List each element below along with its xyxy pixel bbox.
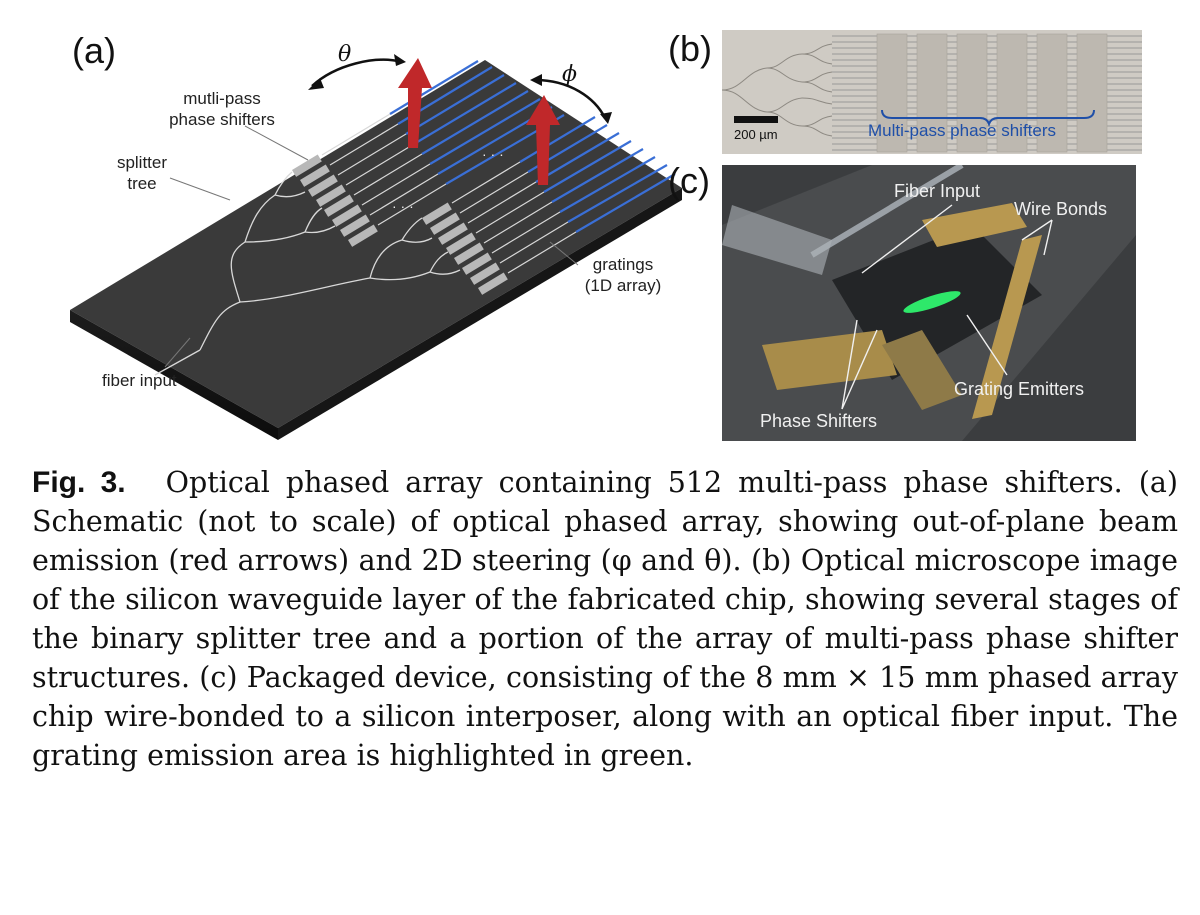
figure-panel-b: 200 µm Multi-pass phase shifters [721, 30, 1142, 154]
phase-shifters-bracket [881, 109, 1095, 128]
panel-letter-a: (a) [72, 30, 116, 71]
emission-arrow-lower [526, 95, 560, 185]
label-splitter-line2: tree [127, 174, 157, 193]
label-phase-shifters-line2: phase shifters [169, 110, 275, 129]
label-grating-emitters: Grating Emitters [954, 379, 1085, 399]
figure-panel-a: (a) θ ϕ mutli-pass phase shifters splitt… [30, 20, 710, 450]
caption-text: Optical phased array containing 512 mult… [32, 466, 1178, 772]
phi-arrowhead-right [600, 112, 612, 124]
label-fiber-input: fiber input [102, 371, 177, 390]
fiber-input-waveguide [154, 349, 201, 376]
label-phase-shifters-line1: mutli-pass [183, 89, 261, 108]
scale-bar [734, 116, 778, 123]
phi-arrowhead-left [530, 74, 542, 86]
wire-bond-pad-left [762, 330, 897, 390]
label-gratings-line1: gratings [592, 255, 654, 274]
photo-callout-lines [841, 204, 1053, 410]
splitter-tree [199, 171, 461, 351]
theta-arrowhead-right [394, 54, 406, 66]
phi-symbol: ϕ [562, 62, 577, 87]
label-gratings-line2: (1D array) [584, 276, 662, 295]
label-phase-shifters-photo: Phase Shifters [760, 411, 878, 431]
label-phase-shifters: mutli-pass phase shifters [162, 88, 282, 130]
callout-leader-lines [164, 125, 579, 368]
waveguides-upper [321, 113, 447, 226]
wire-bond-pad-lower [882, 330, 962, 410]
figure-caption: Fig. 3. Optical phased array containing 5… [32, 463, 1178, 775]
chip-top-surface [70, 60, 682, 428]
figure-label: Fig. 3. [32, 466, 126, 499]
wire-bond-pad-top [922, 203, 1027, 247]
scale-bar-label: 200 µm [734, 127, 778, 142]
schematic-illustration [70, 54, 682, 440]
device-photo [722, 162, 1136, 441]
chip-front-edge [70, 310, 278, 440]
phase-shifters-group-upper [292, 154, 378, 247]
ellipsis-upper: · · · [392, 198, 414, 214]
green-emission-area [903, 291, 961, 313]
red-emission-arrows [398, 58, 560, 185]
microscope-image [721, 30, 1142, 154]
ellipsis-lower: · · · [482, 146, 504, 162]
label-splitter-line1: splitter [116, 153, 168, 172]
label-wire-bonds: Wire Bonds [1014, 199, 1108, 219]
theta-symbol: θ [338, 42, 352, 67]
waveguides-lower [451, 161, 577, 274]
phi-steering-arc [534, 78, 607, 119]
label-gratings: gratings (1D array) [568, 254, 678, 296]
gratings-lower [519, 116, 676, 233]
phase-shifters-group-lower [422, 202, 508, 295]
multi-pass-bracket-label: Multi-pass phase shifters [868, 121, 1057, 140]
panel-letter-c: (c) [668, 160, 710, 201]
label-fiber-input-photo: Fiber Input [894, 181, 981, 201]
figure-panel-c: Fiber Input Wire Bonds Grating Emitters … [722, 162, 1136, 441]
emission-arrow-upper [398, 58, 432, 148]
wire-bond-pad-right [972, 235, 1042, 419]
panel-letter-b: (b) [668, 28, 712, 69]
theta-arrowhead-left [308, 78, 324, 90]
optical-fiber [810, 162, 964, 258]
theta-steering-arc [311, 58, 403, 87]
chip-side-edge [278, 188, 682, 440]
label-splitter-tree: splitter tree [92, 152, 192, 194]
fiber-block [722, 205, 832, 275]
